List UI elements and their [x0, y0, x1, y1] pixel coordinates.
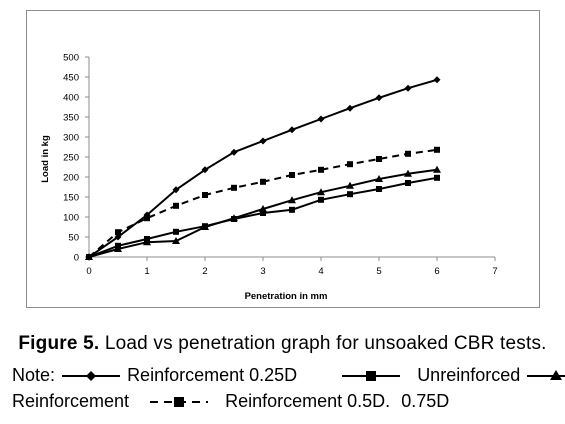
x-tick-label: 1	[144, 266, 149, 277]
data-point-series-3	[375, 175, 383, 182]
y-tick-label: 500	[63, 53, 79, 64]
data-point-series-4	[260, 178, 266, 185]
y-tick-label: 200	[63, 173, 79, 184]
legend-line-square-icon	[342, 371, 401, 382]
data-point-series-1	[114, 233, 122, 241]
legend-line-triangle-icon	[527, 370, 565, 381]
data-point-series-4	[289, 172, 295, 178]
y-tick-label: 150	[63, 193, 79, 204]
data-point-series-3	[259, 205, 267, 212]
chart-plot: 0 50 100 150 200 250 300 350 400 450 500 0 1 2 3 4 5 6 7 Pe…	[40, 53, 498, 303]
data-point-series-2	[405, 180, 411, 186]
data-point-series-4	[347, 161, 353, 168]
y-tick-label: 100	[63, 213, 79, 224]
data-point-series-3	[114, 245, 122, 252]
data-point-series-1	[230, 148, 238, 156]
data-point-series-4	[202, 192, 208, 198]
data-point-series-3	[172, 237, 180, 244]
figure-label: Figure 5.	[18, 333, 100, 354]
x-tick-label: 0	[86, 266, 91, 277]
data-point-series-1	[288, 126, 296, 134]
data-point-series-1	[375, 94, 383, 102]
legend-line-dashed-square-icon	[150, 397, 209, 408]
data-point-series-1	[259, 137, 267, 145]
legend-item-2: Unreinforced	[417, 365, 521, 385]
data-point-series-1	[404, 84, 412, 92]
data-point-series-3	[201, 223, 209, 230]
y-tick-label: 50	[68, 233, 79, 244]
note-label: Note:	[12, 365, 56, 385]
data-point-series-3	[288, 196, 296, 204]
data-point-series-4	[231, 184, 237, 191]
chart-frame: 0 50 100 150 200 250 300 350 400 450 500 0 1 2 3 4 5 6 7 Pe…	[26, 10, 540, 308]
data-point-series-4	[434, 146, 440, 153]
data-point-series-1	[346, 104, 354, 112]
legend-item-4: Reinforcement 0.5D.	[225, 391, 391, 411]
data-point-series-4	[405, 150, 411, 157]
y-tick-label: 0	[74, 253, 79, 264]
data-point-series-1	[172, 186, 180, 194]
data-point-series-2	[289, 206, 295, 213]
legend-note-line-1: Note: Reinforcement 0.25D Unreinforced	[12, 365, 565, 386]
figure-caption: Figure 5. Load vs penetration graph for …	[0, 333, 565, 355]
legend-item-5: 0.75D	[401, 391, 450, 411]
y-tick-label: 400	[63, 93, 79, 104]
data-point-series-3	[346, 181, 354, 189]
data-point-series-2	[260, 210, 266, 216]
data-point-series-4	[144, 215, 150, 222]
data-point-series-2	[376, 186, 382, 192]
data-point-series-3	[143, 238, 151, 246]
data-point-series-3	[317, 188, 325, 196]
data-point-series-3	[404, 169, 412, 177]
data-point-series-3	[433, 165, 441, 173]
y-tick-label: 350	[63, 113, 79, 124]
caption-text: Load vs penetration graph for unsoaked C…	[104, 333, 547, 354]
data-point-series-4	[376, 156, 382, 162]
legend-item-1: Reinforcement 0.25D	[127, 365, 298, 385]
y-tick-label: 300	[63, 133, 79, 144]
data-point-series-1	[433, 76, 441, 84]
data-point-series-3	[230, 214, 238, 222]
series-line-2	[88, 176, 438, 258]
y-axis-title: Load in kg	[40, 135, 51, 183]
series-line-1	[88, 78, 438, 258]
x-tick-label: 5	[376, 266, 381, 277]
x-tick-label: 7	[492, 266, 497, 277]
data-point-series-1	[317, 115, 325, 123]
data-point-series-1	[201, 166, 209, 174]
data-point-series-4	[86, 254, 92, 260]
data-point-series-4	[115, 229, 121, 236]
y-tick-label: 250	[63, 153, 79, 164]
legend-item-3: Reinforcement	[12, 391, 130, 411]
data-point-series-4	[173, 202, 179, 209]
data-point-series-2	[347, 191, 353, 198]
data-point-series-2	[318, 196, 324, 203]
x-tick-label: 2	[202, 266, 207, 277]
x-tick-label: 6	[434, 266, 439, 277]
data-point-series-4	[318, 166, 324, 173]
data-point-series-2	[434, 174, 440, 181]
data-point-series-2	[173, 228, 179, 235]
x-tick-label: 3	[260, 266, 265, 277]
legend-note-line-2: Reinforcement Reinforcement 0.5D. 0.75D	[12, 391, 565, 412]
y-tick-label: 450	[63, 73, 79, 84]
x-tick-label: 4	[318, 266, 323, 277]
legend-line-diamond-icon	[62, 371, 121, 382]
x-axis-title: Penetration in mm	[245, 291, 328, 302]
